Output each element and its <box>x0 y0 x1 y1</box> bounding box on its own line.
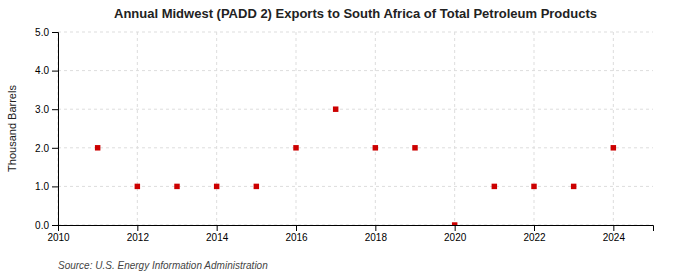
chart: 2010 2012 2014 2016 2018 2020 2022 2024 0.0 1.0 2.… <box>0 0 675 275</box>
grid-line <box>137 32 138 225</box>
grid-line <box>58 32 653 33</box>
point <box>373 145 378 150</box>
tick-label: 2024 <box>603 232 626 243</box>
tick-mark <box>52 148 58 149</box>
grid-line <box>534 32 535 225</box>
point <box>412 145 417 150</box>
grid <box>58 32 653 225</box>
source-note: Source: U.S. Energy Information Administ… <box>58 260 268 271</box>
tick-mark <box>52 186 58 187</box>
grid-line <box>613 32 614 225</box>
tick-label: 2018 <box>365 232 388 243</box>
tick-mark <box>375 225 376 231</box>
tick-label: 3.0 <box>35 104 49 115</box>
x-axis: 2010 2012 2014 2016 2018 2020 2022 2024 <box>47 225 653 243</box>
grid-line <box>296 32 297 225</box>
x-tick: 2012 <box>127 225 150 243</box>
y-tick: 4.0 <box>35 65 58 76</box>
tick-label: 5.0 <box>35 27 49 38</box>
tick-mark <box>455 225 456 231</box>
tick-label: 2016 <box>285 232 308 243</box>
tick-mark <box>217 225 218 231</box>
x-tick: 2018 <box>365 225 388 243</box>
tick-mark <box>52 71 58 72</box>
tick-label: 4.0 <box>35 65 49 76</box>
grid-line <box>375 32 376 225</box>
tick-mark <box>52 225 58 226</box>
tick-label: 2020 <box>444 232 467 243</box>
tick-label: 2010 <box>47 232 70 243</box>
point <box>452 222 457 225</box>
tick-mark <box>613 225 614 231</box>
tick-mark <box>534 225 535 231</box>
point <box>293 145 298 150</box>
grid-line <box>454 32 455 225</box>
x-tick: 2022 <box>523 225 546 243</box>
x-tick: 2020 <box>444 225 467 243</box>
tick-label: 2012 <box>127 232 150 243</box>
point <box>492 184 497 189</box>
y-tick: 1.0 <box>35 181 58 192</box>
y-axis: 0.0 1.0 2.0 3.0 4.0 5.0 <box>35 27 58 231</box>
point <box>611 145 616 150</box>
x-tick: 2024 <box>603 225 626 243</box>
point <box>135 184 140 189</box>
tick-label: 1.0 <box>35 181 49 192</box>
grid-line <box>58 70 653 71</box>
grid-line <box>58 109 653 110</box>
tick-label: 0.0 <box>35 220 49 231</box>
tick-label: 2022 <box>523 232 546 243</box>
x-tick: 2014 <box>206 225 229 243</box>
x-tick: 2016 <box>285 225 308 243</box>
grid-line <box>58 147 653 148</box>
y-tick: 5.0 <box>35 27 58 38</box>
grid-line <box>58 186 653 187</box>
x-tick: 2010 <box>47 225 70 243</box>
point <box>333 106 338 111</box>
tick-mark <box>296 225 297 231</box>
point <box>531 184 536 189</box>
points <box>95 106 616 225</box>
y-tick: 0.0 <box>35 220 58 231</box>
point <box>95 145 100 150</box>
point <box>571 184 576 189</box>
grid-line <box>216 32 217 225</box>
point <box>214 184 219 189</box>
plot: 2010 2012 2014 2016 2018 2020 2022 2024 0.0 1.0 2.… <box>35 27 653 243</box>
y-tick: 2.0 <box>35 143 58 154</box>
tick-mark <box>137 225 138 231</box>
title: Annual Midwest (PADD 2) Exports to South… <box>114 6 597 21</box>
tick-mark <box>52 32 58 33</box>
tick-mark <box>52 109 58 110</box>
point <box>254 184 259 189</box>
y-tick: 3.0 <box>35 104 58 115</box>
axis-line <box>59 226 654 232</box>
axis-line <box>52 33 59 226</box>
point <box>174 184 179 189</box>
y-axis-title: Thousand Barrels <box>6 85 18 172</box>
tick-label: 2014 <box>206 232 229 243</box>
tick-label: 2.0 <box>35 143 49 154</box>
